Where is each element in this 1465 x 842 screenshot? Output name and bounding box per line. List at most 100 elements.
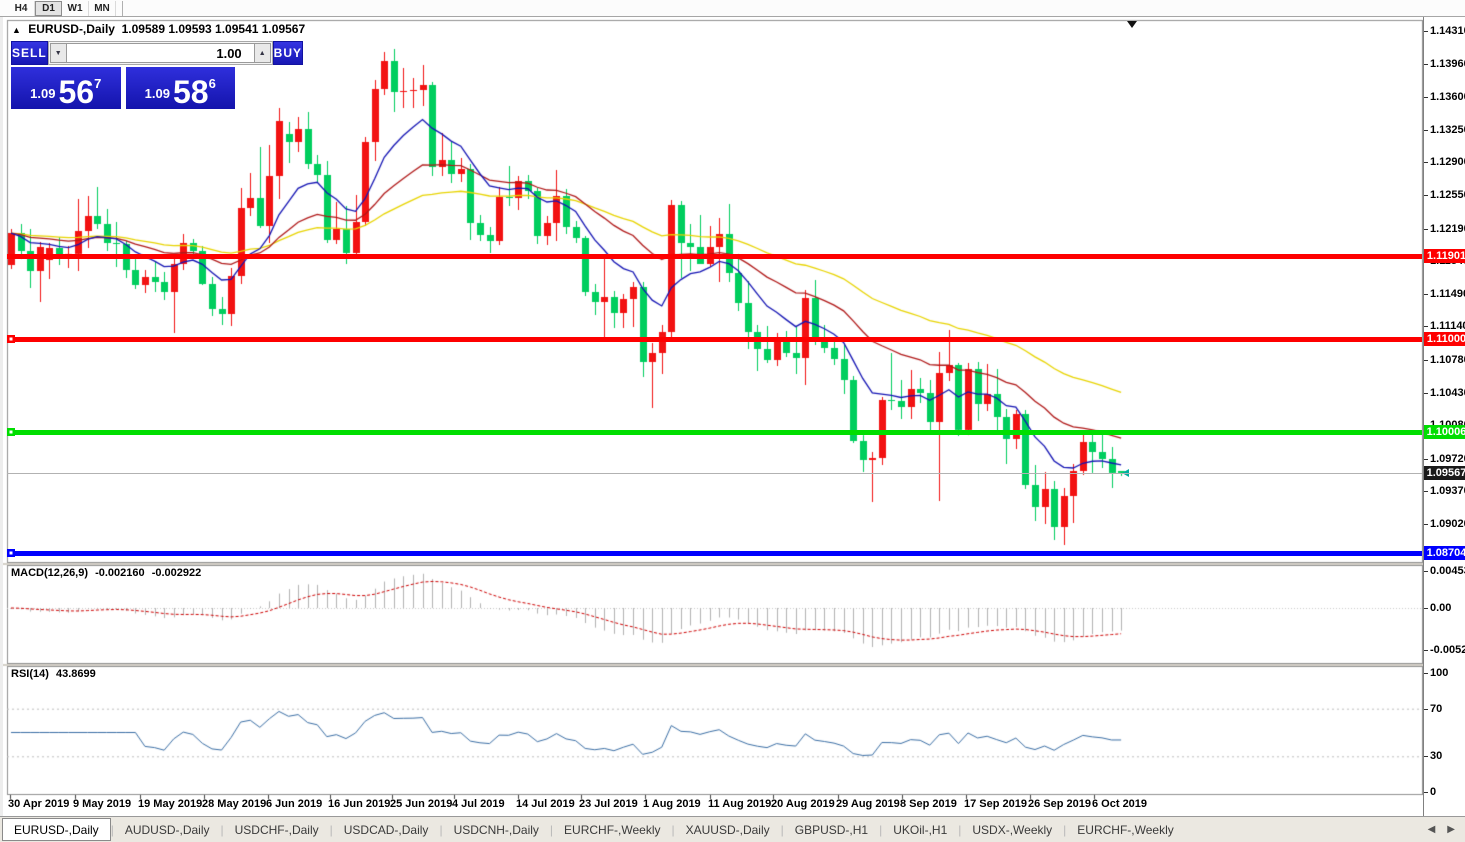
volume-group: ▼ ▲ <box>47 41 273 65</box>
tab-scroll-right-icon[interactable]: ▶ <box>1447 824 1455 835</box>
price-axis-tick: 1.09720 <box>1430 453 1465 465</box>
resistance-line-lower-handle[interactable] <box>7 335 15 343</box>
sell-price-sup: 7 <box>94 76 102 91</box>
price-badge-support-line-green: 1.10006 <box>1424 425 1465 439</box>
support-line-green[interactable] <box>7 430 1422 435</box>
price-axis-tick: 1.12900 <box>1430 156 1465 168</box>
tab-ukoil-h1[interactable]: UKOil-,H1 <box>893 822 948 837</box>
tab-gbpusd-h1[interactable]: GBPUSD-,H1 <box>794 822 869 837</box>
volume-input[interactable] <box>66 43 254 63</box>
tab-separator: | <box>329 822 333 837</box>
price-axis-tick: 1.11140 <box>1430 320 1465 332</box>
rsi-value: 43.8699 <box>55 668 96 680</box>
tab-usdchf-daily[interactable]: USDCHF-,Daily <box>234 822 319 837</box>
tab-xauusd-daily[interactable]: XAUUSD-,Daily <box>685 822 770 837</box>
axis-tick-mark <box>1424 792 1428 793</box>
axis-tick-mark <box>1424 756 1428 757</box>
timeframe-toolbar: H4 D1 W1 MN <box>0 0 1465 17</box>
price-badge-resistance-line-lower: 1.11000 <box>1424 332 1465 346</box>
price-axis-tick: 1.11490 <box>1430 288 1465 300</box>
date-label: 17 Sep 2019 <box>964 798 1027 810</box>
date-label: 26 Sep 2019 <box>1028 798 1091 810</box>
tab-separator: | <box>549 822 554 837</box>
axis-tick-mark <box>1424 459 1428 460</box>
volume-increase-button[interactable]: ▲ <box>253 43 271 63</box>
sell-price-box[interactable]: 1.09 56 7 <box>11 67 121 109</box>
sell-button[interactable]: SELL <box>11 41 48 65</box>
tab-audusd-daily[interactable]: AUDUSD-,Daily <box>124 822 210 837</box>
price-axis-tick: 1.13960 <box>1430 58 1465 70</box>
tab-usdx-weekly[interactable]: USDX-,Weekly <box>972 822 1053 837</box>
tab-usdcnh-daily[interactable]: USDCNH-,Daily <box>453 822 539 837</box>
date-label: 20 Aug 2019 <box>771 798 835 810</box>
chart-canvas[interactable] <box>3 17 1423 816</box>
axis-tick-mark <box>1424 229 1428 230</box>
timeframe-button-D1[interactable]: D1 <box>35 0 62 16</box>
timeframe-button-MN[interactable]: MN <box>89 0 116 16</box>
tab-separator: | <box>780 822 784 837</box>
date-label: 6 Jun 2019 <box>266 798 323 810</box>
current-price-badge: 1.09567 <box>1424 466 1465 480</box>
timeframe-button-H4[interactable]: H4 <box>8 0 35 16</box>
axis-tick-mark <box>1424 571 1428 572</box>
macd-signal-value: -0.002922 <box>151 567 202 579</box>
price-axis-tick: 1.14310 <box>1430 25 1465 37</box>
rsi-axis-tick: 0 <box>1430 786 1437 798</box>
date-label: 9 May 2019 <box>73 798 132 810</box>
axis-tick-mark <box>1424 360 1428 361</box>
rsi-name: RSI(14) <box>11 668 49 680</box>
tab-separator: | <box>439 822 443 837</box>
tab-separator: | <box>958 822 962 837</box>
chart-tab-bar: EURUSD-,Daily | AUDUSD-,Daily | USDCHF-,Dail… <box>0 816 1465 842</box>
sell-price-big: 56 <box>58 74 95 110</box>
date-label: 14 Jul 2019 <box>516 798 575 810</box>
collapse-triangle-icon[interactable]: ▲ <box>12 25 21 35</box>
tab-scroll-left-icon[interactable]: ◀ <box>1427 824 1436 835</box>
price-axis-tick: 1.12550 <box>1430 189 1465 201</box>
chart-shift-marker-icon[interactable] <box>1127 21 1137 28</box>
tab-separator: | <box>879 822 883 837</box>
resistance-line-upper[interactable] <box>7 254 1422 259</box>
tab-usdcad-daily[interactable]: USDCAD-,Daily <box>343 822 429 837</box>
support-line-green-handle[interactable] <box>7 428 15 436</box>
date-label: 16 Jun 2019 <box>328 798 391 810</box>
resistance-line-lower[interactable] <box>7 337 1422 342</box>
rsi-axis-tick: 100 <box>1430 667 1449 679</box>
tab-separator: | <box>110 822 114 837</box>
macd-name: MACD(12,26,9) <box>11 567 89 579</box>
date-label: 6 Oct 2019 <box>1092 798 1148 810</box>
volume-decrease-button[interactable]: ▼ <box>49 43 67 63</box>
buy-button[interactable]: BUY <box>272 41 304 65</box>
macd-main-value: -0.002160 <box>95 567 145 579</box>
chart-window: ▲ EURUSD-,Daily 1.09589 1.09593 1.09541 … <box>0 17 1465 816</box>
axis-tick-mark <box>1424 608 1428 609</box>
support-line-blue[interactable] <box>7 551 1422 556</box>
axis-tick-mark <box>1424 31 1428 32</box>
price-axis[interactable]: 1.14310 1.13960 1.13600 1.13250 1.12900 1.125… <box>1423 17 1465 816</box>
support-line-blue-handle[interactable] <box>7 549 15 557</box>
axis-tick-mark <box>1424 130 1428 131</box>
axis-tick-mark <box>1424 195 1428 196</box>
rsi-axis-tick: 30 <box>1430 750 1443 762</box>
sell-price-base: 1.09 <box>30 86 56 101</box>
tab-eurchf-weekly[interactable]: EURCHF-,Weekly <box>1077 822 1174 837</box>
price-axis-tick: 1.09370 <box>1430 485 1465 497</box>
axis-tick-mark <box>1424 97 1428 98</box>
macd-axis-tick: -0.005205 <box>1430 644 1465 656</box>
tab-eurchf-weekly[interactable]: EURCHF-,Weekly <box>564 822 661 837</box>
timeframe-button-W1[interactable]: W1 <box>62 0 89 16</box>
axis-tick-mark <box>1424 162 1428 163</box>
axis-tick-mark <box>1424 294 1428 295</box>
date-label: 25 Jun 2019 <box>390 798 453 810</box>
price-badge-resistance-line-upper: 1.11901 <box>1424 249 1465 263</box>
axis-tick-mark <box>1424 524 1428 525</box>
price-axis-tick: 1.10780 <box>1430 354 1465 366</box>
macd-axis-tick: 0.00 <box>1430 602 1452 614</box>
buy-price-box[interactable]: 1.09 58 6 <box>125 67 235 109</box>
tab-separator: | <box>1063 822 1067 837</box>
date-label: 23 Jul 2019 <box>579 798 638 810</box>
tab-eurusd-daily[interactable]: EURUSD-,Daily <box>2 818 111 841</box>
axis-tick-mark <box>1424 650 1428 651</box>
